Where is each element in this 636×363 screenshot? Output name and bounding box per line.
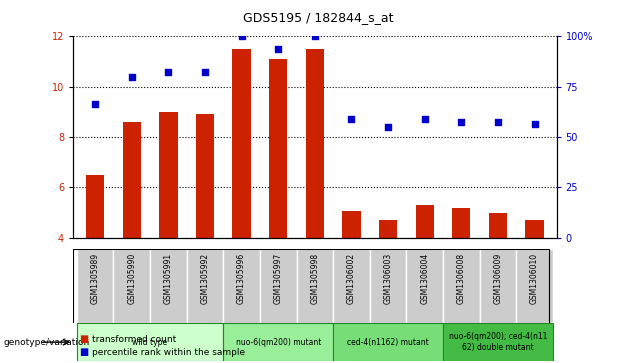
- Text: GSM1306010: GSM1306010: [530, 252, 539, 303]
- Text: transformed count: transformed count: [92, 335, 176, 344]
- Bar: [306, 49, 324, 238]
- Bar: [443, 249, 480, 323]
- Bar: [415, 205, 434, 238]
- Bar: [150, 249, 186, 323]
- Text: ■: ■: [80, 334, 89, 344]
- Point: [237, 33, 247, 39]
- Bar: [159, 112, 177, 238]
- Point: [163, 69, 174, 74]
- Bar: [443, 323, 553, 361]
- Point: [529, 122, 539, 127]
- Text: GSM1305992: GSM1305992: [200, 252, 209, 303]
- Text: ced-4(n1162) mutant: ced-4(n1162) mutant: [347, 338, 429, 347]
- Bar: [525, 220, 544, 238]
- Bar: [232, 49, 251, 238]
- Text: GSM1306003: GSM1306003: [384, 252, 392, 303]
- Bar: [488, 213, 507, 238]
- Text: ■: ■: [80, 347, 89, 357]
- Text: GSM1305996: GSM1305996: [237, 252, 246, 303]
- Bar: [333, 323, 443, 361]
- Bar: [370, 249, 406, 323]
- Bar: [333, 249, 370, 323]
- Bar: [342, 211, 361, 238]
- Bar: [113, 249, 150, 323]
- Bar: [223, 323, 333, 361]
- Bar: [86, 175, 104, 238]
- Text: nuo-6(qm200) mutant: nuo-6(qm200) mutant: [235, 338, 321, 347]
- Bar: [77, 249, 113, 323]
- Text: GSM1306008: GSM1306008: [457, 252, 466, 303]
- Text: percentile rank within the sample: percentile rank within the sample: [92, 348, 245, 356]
- Text: GSM1305990: GSM1305990: [127, 252, 136, 303]
- Point: [310, 33, 320, 39]
- Text: GSM1305989: GSM1305989: [90, 252, 100, 303]
- Text: GSM1305991: GSM1305991: [164, 252, 173, 303]
- Bar: [223, 249, 260, 323]
- Bar: [516, 249, 553, 323]
- Point: [456, 119, 466, 125]
- Bar: [296, 249, 333, 323]
- Text: genotype/variation: genotype/variation: [3, 338, 90, 347]
- Bar: [186, 249, 223, 323]
- Text: GSM1306009: GSM1306009: [494, 252, 502, 303]
- Text: nuo-6(qm200); ced-4(n11
62) double mutant: nuo-6(qm200); ced-4(n11 62) double mutan…: [449, 333, 547, 352]
- Bar: [123, 122, 141, 238]
- Text: GSM1306002: GSM1306002: [347, 252, 356, 303]
- Bar: [452, 208, 471, 238]
- Text: wild type: wild type: [132, 338, 168, 347]
- Point: [347, 117, 357, 122]
- Bar: [480, 249, 516, 323]
- Bar: [269, 59, 287, 238]
- Point: [383, 124, 393, 130]
- Text: GSM1305997: GSM1305997: [273, 252, 282, 303]
- Point: [273, 46, 283, 52]
- Point: [127, 74, 137, 79]
- Text: GDS5195 / 182844_s_at: GDS5195 / 182844_s_at: [243, 11, 393, 24]
- Bar: [260, 249, 296, 323]
- Text: GSM1305998: GSM1305998: [310, 252, 319, 303]
- Point: [90, 101, 100, 107]
- Point: [420, 117, 430, 122]
- Point: [493, 119, 503, 125]
- Bar: [406, 249, 443, 323]
- Bar: [196, 114, 214, 238]
- Bar: [77, 323, 223, 361]
- Point: [200, 69, 210, 74]
- Text: GSM1306004: GSM1306004: [420, 252, 429, 303]
- Bar: [379, 220, 398, 238]
